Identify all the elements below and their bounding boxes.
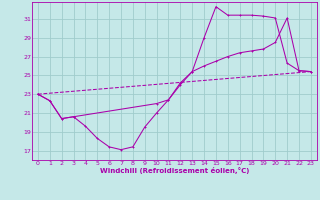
X-axis label: Windchill (Refroidissement éolien,°C): Windchill (Refroidissement éolien,°C) [100,167,249,174]
